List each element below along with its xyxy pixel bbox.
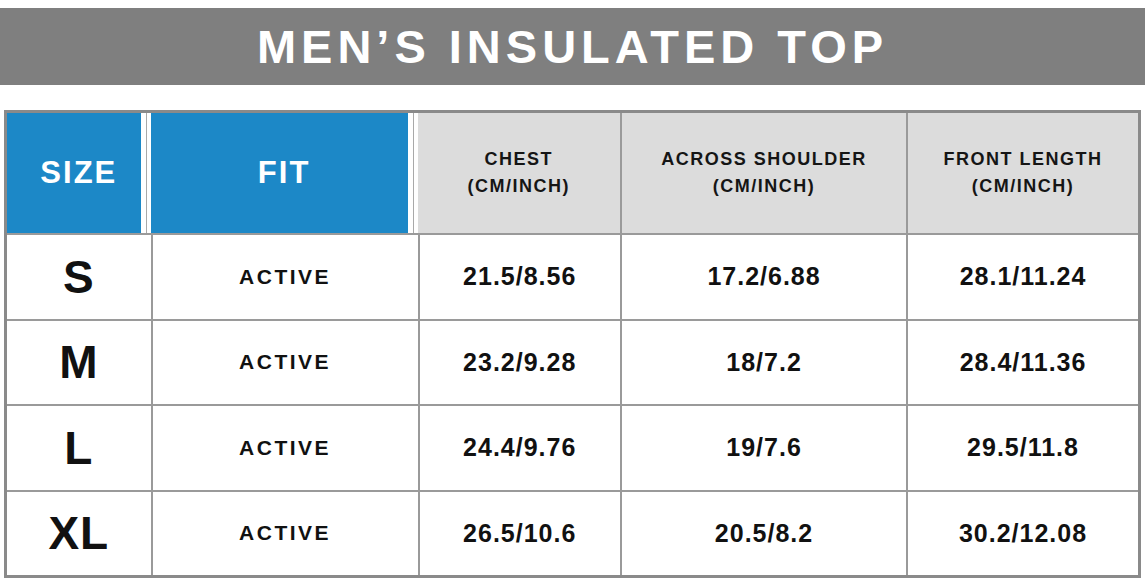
column-header-across-shoulder: ACROSS SHOULDER (CM/INCH) bbox=[620, 113, 906, 233]
row-s-front-length: 28.1/11.24 bbox=[906, 233, 1138, 319]
row-l-across-shoulder: 19/7.6 bbox=[620, 404, 906, 490]
column-header-fit-label: FIT bbox=[258, 155, 311, 191]
row-xl-across-shoulder: 20.5/8.2 bbox=[620, 490, 906, 576]
size-chart-image: MEN’S INSULATED TOP SIZE FIT CHEST (CM/I… bbox=[0, 0, 1145, 582]
row-s-size: S bbox=[7, 233, 151, 319]
row-m-fit: ACTIVE bbox=[151, 319, 418, 405]
page-title: MEN’S INSULATED TOP bbox=[257, 19, 888, 74]
column-header-across-shoulder-label: ACROSS SHOULDER bbox=[661, 146, 867, 173]
row-l-front-length: 29.5/11.8 bbox=[906, 404, 1138, 490]
column-header-front-length-label: FRONT LENGTH bbox=[944, 146, 1103, 173]
row-xl-chest: 26.5/10.6 bbox=[418, 490, 620, 576]
row-l-chest: 24.4/9.76 bbox=[418, 404, 620, 490]
column-header-across-shoulder-unit: (CM/INCH) bbox=[713, 173, 815, 200]
row-m-front-length: 28.4/11.36 bbox=[906, 319, 1138, 405]
row-xl-size: XL bbox=[7, 490, 151, 576]
column-header-fit: FIT bbox=[151, 113, 418, 233]
row-l-size: L bbox=[7, 404, 151, 490]
column-header-chest-label: CHEST bbox=[484, 146, 553, 173]
size-chart-table: SIZE FIT CHEST (CM/INCH) ACROSS SHOULDER… bbox=[4, 110, 1141, 578]
row-m-size: M bbox=[7, 319, 151, 405]
row-m-across-shoulder: 18/7.2 bbox=[620, 319, 906, 405]
row-s-fit: ACTIVE bbox=[151, 233, 418, 319]
column-header-chest-unit: (CM/INCH) bbox=[468, 173, 570, 200]
title-banner: MEN’S INSULATED TOP bbox=[0, 8, 1145, 85]
row-s-chest: 21.5/8.56 bbox=[418, 233, 620, 319]
row-xl-fit: ACTIVE bbox=[151, 490, 418, 576]
column-header-chest: CHEST (CM/INCH) bbox=[418, 113, 620, 233]
column-header-size: SIZE bbox=[7, 113, 151, 233]
row-m-chest: 23.2/9.28 bbox=[418, 319, 620, 405]
column-header-size-label: SIZE bbox=[40, 155, 117, 191]
column-header-front-length: FRONT LENGTH (CM/INCH) bbox=[906, 113, 1138, 233]
row-s-across-shoulder: 17.2/6.88 bbox=[620, 233, 906, 319]
row-xl-front-length: 30.2/12.08 bbox=[906, 490, 1138, 576]
row-l-fit: ACTIVE bbox=[151, 404, 418, 490]
column-header-front-length-unit: (CM/INCH) bbox=[972, 173, 1074, 200]
